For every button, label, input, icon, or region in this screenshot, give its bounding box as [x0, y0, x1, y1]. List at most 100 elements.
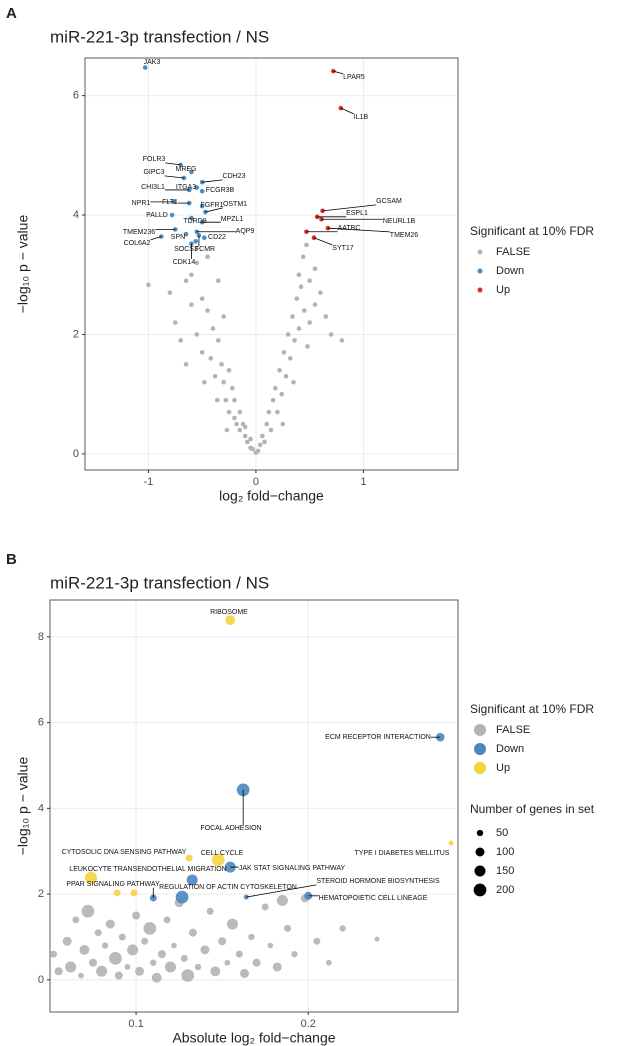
- point: [105, 919, 115, 929]
- point-label: CDH23: [223, 173, 246, 180]
- point: [307, 320, 312, 325]
- point: [163, 916, 171, 924]
- point: [62, 936, 72, 946]
- point: [301, 308, 307, 313]
- point: [294, 296, 300, 301]
- point: [323, 314, 329, 319]
- plot-panel: [50, 600, 458, 1012]
- point-label: HEMATOPOIETIC CELL LINEAGE: [319, 895, 428, 902]
- leader-line: [164, 175, 184, 179]
- point: [232, 397, 237, 403]
- leader-line: [246, 884, 317, 898]
- size-legend-label: 150: [496, 865, 514, 877]
- point: [225, 615, 236, 626]
- point: [221, 314, 226, 319]
- size-swatch: [476, 829, 484, 837]
- point: [188, 928, 197, 937]
- point: [312, 302, 318, 307]
- point: [237, 427, 243, 433]
- point-label: FOLR3: [143, 156, 166, 163]
- legend-label: FALSE: [496, 724, 530, 736]
- point: [194, 185, 200, 190]
- y-axis-label: −log₁₀ p − value: [15, 757, 31, 856]
- point-label: PALLD: [146, 212, 168, 219]
- chart-title: miR-221-3p transfection / NS: [50, 27, 269, 46]
- point-label: FLT1: [162, 199, 178, 206]
- point: [272, 962, 282, 972]
- point: [167, 290, 173, 295]
- point-label: IL1B: [354, 114, 369, 121]
- point: [300, 254, 306, 260]
- point: [84, 871, 98, 884]
- point: [202, 235, 207, 241]
- point: [267, 942, 274, 949]
- point-label: AATBC: [338, 225, 361, 232]
- legend-swatch: [474, 724, 486, 736]
- point-label: TYPE I DIABETES MELLITUS: [355, 850, 450, 857]
- point: [151, 972, 162, 983]
- point: [194, 332, 200, 337]
- point: [65, 961, 77, 973]
- point: [208, 356, 214, 361]
- leader-line: [340, 107, 354, 115]
- point: [237, 409, 243, 415]
- point-label: GIPC3: [143, 169, 164, 176]
- point: [219, 362, 224, 367]
- point: [199, 350, 205, 355]
- point-label: SYT17: [332, 245, 354, 252]
- point-label: CYTOSOLIC DNA SENSING PATHWAY: [62, 849, 187, 856]
- point: [226, 918, 238, 930]
- point: [224, 427, 230, 433]
- point: [275, 409, 280, 415]
- point: [272, 385, 278, 391]
- size-swatch: [475, 847, 485, 857]
- point-label: TMEM26: [390, 232, 419, 239]
- point: [130, 889, 138, 897]
- point: [89, 958, 98, 967]
- point: [142, 65, 148, 70]
- point: [169, 212, 175, 218]
- point: [146, 282, 151, 288]
- x-tick-label: 0.2: [301, 1018, 316, 1030]
- point: [221, 379, 226, 385]
- point: [234, 421, 239, 427]
- legend-label: Up: [496, 762, 510, 774]
- y-tick-label: 0: [38, 974, 44, 986]
- point: [164, 961, 177, 973]
- point: [172, 320, 178, 325]
- y-tick-label: 2: [73, 328, 79, 340]
- point-label: SPN: [171, 234, 185, 241]
- point: [211, 853, 225, 867]
- point-label: PPAR SIGNALING PATHWAY: [66, 881, 160, 888]
- point: [124, 964, 131, 970]
- point: [193, 239, 199, 244]
- point: [290, 314, 295, 319]
- point: [229, 385, 235, 391]
- point: [291, 950, 298, 958]
- point: [277, 367, 282, 373]
- point-label: ITGA3: [176, 184, 196, 191]
- point: [326, 959, 332, 966]
- legend-swatch: [477, 268, 483, 274]
- x-axis-label: log₂ fold−change: [219, 488, 324, 504]
- point-label: LPAR5: [343, 74, 365, 81]
- point: [339, 925, 346, 932]
- point-label: CELL CYCLE: [201, 850, 244, 857]
- y-tick-label: 4: [38, 802, 44, 814]
- point: [127, 944, 139, 956]
- leader-line: [327, 227, 390, 233]
- point: [304, 242, 309, 248]
- x-tick-label: 1: [360, 476, 366, 488]
- point: [281, 350, 287, 355]
- point: [280, 421, 286, 427]
- point: [143, 922, 157, 935]
- y-tick-label: 4: [73, 209, 79, 221]
- point: [242, 433, 248, 439]
- point: [109, 952, 122, 965]
- point: [448, 840, 454, 846]
- point: [318, 290, 323, 295]
- legend-title: Significant at 10% FDR: [470, 702, 594, 716]
- point: [118, 933, 126, 941]
- point: [113, 889, 121, 897]
